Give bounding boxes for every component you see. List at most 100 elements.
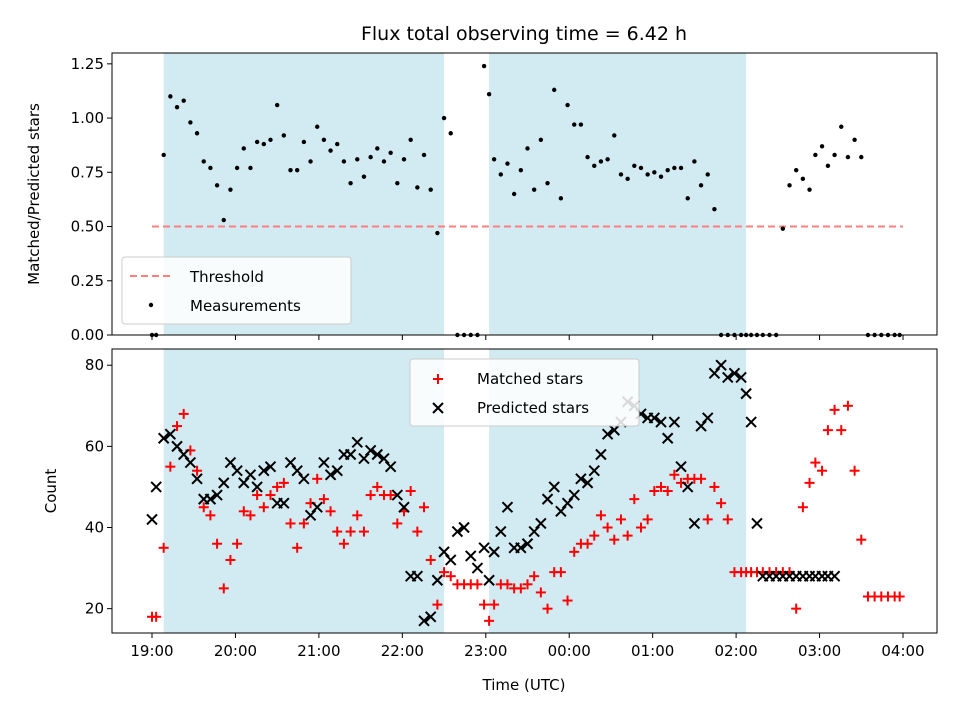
measurement-point [315, 124, 320, 129]
matched-star-point [365, 490, 376, 501]
predicted-star-point [331, 465, 343, 477]
matched-star-point [385, 490, 396, 501]
x-tick-label: 23:00 [464, 642, 507, 660]
measurement-point [658, 174, 664, 179]
predicted-star-point [688, 517, 701, 530]
measurement-point [428, 187, 433, 192]
measurement-point [845, 154, 851, 160]
legend-matched-swatch [433, 374, 443, 384]
measurement-point [793, 167, 799, 173]
y-tick-label: 0.25 [71, 272, 104, 290]
y-tick-label: 20 [85, 600, 104, 618]
measurement-point [605, 157, 610, 162]
measurement-point [585, 154, 590, 160]
predicted-star-point [561, 497, 574, 509]
predicted-star-point [495, 525, 507, 538]
measurement-point [395, 180, 400, 186]
predicted-star-point [715, 359, 727, 371]
predicted-star-point [418, 615, 430, 627]
matched-star-point [412, 526, 423, 537]
measurement-point [531, 187, 537, 192]
measurement-point [807, 187, 812, 192]
measurement-point [448, 131, 453, 136]
predicted-star-point [568, 489, 580, 501]
observing-window-shade [163, 349, 445, 633]
measurement-point [819, 144, 825, 149]
matched-star-point [245, 510, 256, 521]
predicted-star-point [371, 448, 384, 461]
predicted-star-point [528, 525, 540, 538]
measurement-point [672, 165, 677, 171]
legend-frame [121, 256, 352, 325]
matched-star-point [791, 603, 802, 614]
legend-measurements-label: Measurements [190, 297, 301, 315]
matched-star-point [432, 599, 443, 610]
predicted-star-point [191, 473, 203, 485]
measurement-point [188, 120, 193, 125]
predicted-star-point [318, 456, 330, 469]
matched-star-point [479, 599, 490, 610]
matched-star-point [165, 461, 176, 472]
predicted-star-point [702, 412, 714, 424]
measurement-point [375, 146, 380, 151]
measurement-point [268, 137, 273, 142]
matched-star-point [842, 400, 853, 411]
matched-star-point [542, 603, 553, 614]
predicted-star-point [157, 432, 170, 444]
count-panel: 20 40 60 80 19:00 20:00 21:00 22:00 23:00 00:00 0… [42, 348, 938, 694]
predicted-star-point [378, 452, 390, 465]
matched-star-point [218, 583, 229, 594]
matched-star-point [158, 542, 169, 553]
matched-star-point [252, 490, 263, 501]
measurement-point [355, 157, 360, 162]
matched-star-point [649, 486, 660, 496]
legend-matched-label: Matched stars [477, 370, 583, 388]
predicted-star-point [608, 424, 620, 436]
matched-star-point [372, 481, 383, 492]
measurement-point [652, 170, 657, 175]
legend-threshold-label: Threshold [189, 268, 264, 286]
measurement-point [208, 165, 213, 171]
measurement-point [368, 154, 373, 160]
measurement-point [578, 122, 584, 127]
matched-star-point [232, 538, 243, 549]
matched-star-point [151, 611, 162, 622]
matched-star-point [198, 502, 209, 513]
measurement-point [294, 167, 300, 173]
matched-star-point [569, 546, 580, 557]
predicted-star-point [438, 546, 450, 558]
predicted-star-point [471, 562, 484, 574]
measurement-point [221, 217, 226, 223]
x-tick-label: 03:00 [798, 642, 841, 660]
predicted-star-point [411, 570, 424, 582]
predicted-star-point [521, 538, 534, 550]
measurement-point [328, 148, 333, 153]
predicted-star-point [745, 416, 757, 428]
measurement-point [274, 102, 280, 108]
matched-star-point [272, 481, 283, 492]
measurement-point [234, 165, 240, 171]
measurement-point [545, 180, 550, 186]
count-legend: Matched stars Predicted stars [409, 358, 640, 427]
measurement-point [361, 174, 367, 179]
matched-star-point [709, 481, 720, 492]
matched-star-point [529, 571, 540, 582]
matched-star-point [425, 554, 436, 565]
predicted-star-point [424, 611, 437, 623]
predicted-star-point [541, 493, 554, 505]
matched-star-point [562, 595, 573, 606]
predicted-star-point [204, 493, 217, 505]
matched-star-point [489, 599, 500, 610]
predicted-star-point [661, 432, 674, 444]
x-tick-label: 22:00 [381, 642, 424, 660]
measurement-point [254, 139, 260, 145]
predicted-star-point [351, 436, 363, 449]
predicted-star-point [445, 554, 457, 566]
measurement-point [625, 176, 630, 182]
matched-star-point [352, 510, 363, 521]
matched-star-point [172, 421, 183, 432]
predicted-star-point [184, 456, 197, 469]
matched-star-point [445, 571, 456, 582]
predicted-star-point [728, 367, 741, 380]
